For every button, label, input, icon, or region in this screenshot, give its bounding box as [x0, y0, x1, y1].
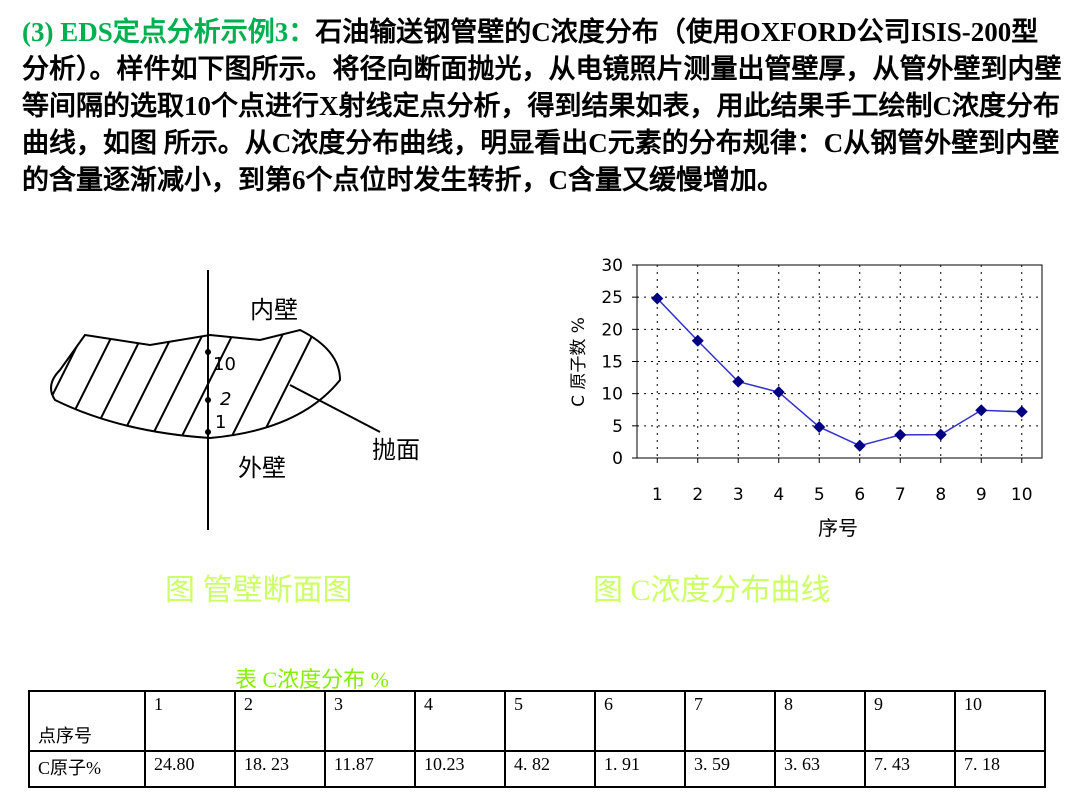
- y-tick-label: 5: [612, 417, 623, 437]
- table-row: C原子% 24.80 18. 23 11.87 10.23 4. 82 1. 91 3. 59…: [28, 750, 1046, 788]
- point-label: 1: [215, 412, 226, 433]
- outer-label: 外壁: [238, 454, 286, 482]
- table-cell: 7: [684, 690, 776, 752]
- data-point: [853, 439, 866, 452]
- x-tick-label: 1: [652, 485, 663, 505]
- intro-text: 石油输送钢管壁的C浓度分布（使用OXFORD公司ISIS-200型分析）。样件如…: [22, 17, 1062, 195]
- point-label: 2: [220, 389, 231, 410]
- y-axis-label: C 原子数 %: [569, 317, 589, 407]
- table-cell: C原子%: [28, 750, 146, 788]
- figures: 内壁 外壁 抛面 10 2 1 图 管壁断面图 图 C浓度分布曲线 序号 C 原…: [50, 256, 1043, 607]
- intro-heading: (3) EDS定点分析示例3：: [22, 17, 316, 47]
- data-point: [691, 334, 704, 347]
- table-row: 点序号 1 2 3 4 5 6 7 8 9 10: [28, 690, 1046, 752]
- table-cell: 9: [864, 690, 956, 752]
- table-cell: 4. 82: [504, 750, 596, 788]
- table: 点序号 1 2 3 4 5 6 7 8 9 10 C原子% 24.80 18. 23 11.87 10.23 4…: [28, 690, 1046, 788]
- y-tick-label: 10: [601, 385, 623, 405]
- point-label: 10: [213, 354, 236, 375]
- table-cell: 8: [774, 690, 866, 752]
- data-point: [934, 428, 947, 441]
- table-cell: 7. 18: [954, 750, 1046, 788]
- intro: (3) EDS定点分析示例3：石油输送钢管壁的C浓度分布（使用OXFORD公司I…: [22, 14, 1062, 199]
- y-tick-label: 15: [601, 353, 623, 373]
- data-point: [894, 428, 907, 441]
- x-tick-label: 7: [895, 485, 906, 505]
- x-tick-label: 6: [854, 485, 865, 505]
- data-point: [1015, 405, 1028, 418]
- table-cell: 3: [324, 690, 416, 752]
- x-tick-label: 5: [814, 485, 825, 505]
- data-point: [732, 375, 745, 388]
- data-point: [813, 420, 826, 433]
- table-cell: 6: [594, 690, 686, 752]
- y-tick-label: 0: [612, 449, 623, 469]
- table-caption: 表 C浓度分布 %: [235, 667, 390, 692]
- x-tick-label: 8: [935, 485, 946, 505]
- chart-caption: 图 C浓度分布曲线: [593, 574, 831, 607]
- y-tick-label: 25: [601, 288, 623, 308]
- table-cell: 18. 23: [234, 750, 326, 788]
- y-tick-label: 20: [601, 320, 623, 340]
- diagram-caption: 图 管壁断面图: [165, 574, 353, 607]
- table-cell: 10.23: [414, 750, 506, 788]
- table-cell: 点序号: [28, 690, 146, 752]
- y-tick-label: 30: [601, 256, 623, 276]
- data-point: [772, 386, 785, 399]
- table-cell: 24.80: [144, 750, 236, 788]
- data-point: [651, 292, 664, 305]
- table-cell: 10: [954, 690, 1046, 752]
- table-cell: 5: [504, 690, 596, 752]
- data-point: [975, 404, 988, 417]
- table-cell: 3. 59: [684, 750, 776, 788]
- x-tick-label: 2: [692, 485, 703, 505]
- table-cell: 1: [144, 690, 236, 752]
- inner-label: 内壁: [250, 296, 298, 324]
- x-tick-label: 3: [733, 485, 744, 505]
- table-cell: 4: [414, 690, 506, 752]
- table-cell: 2: [234, 690, 326, 752]
- series-line: [656, 297, 1022, 447]
- x-tick-label: 10: [1011, 485, 1033, 505]
- table-cell: 1. 91: [594, 750, 686, 788]
- x-tick-label: 9: [976, 485, 987, 505]
- surface-label: 抛面: [372, 436, 420, 464]
- x-tick-label: 4: [773, 485, 784, 505]
- table-cell: 7. 43: [864, 750, 956, 788]
- table-cell: 3. 63: [774, 750, 866, 788]
- pipe-section: [50, 270, 381, 530]
- x-axis-label: 序号: [818, 516, 858, 540]
- table-cell: 11.87: [324, 750, 416, 788]
